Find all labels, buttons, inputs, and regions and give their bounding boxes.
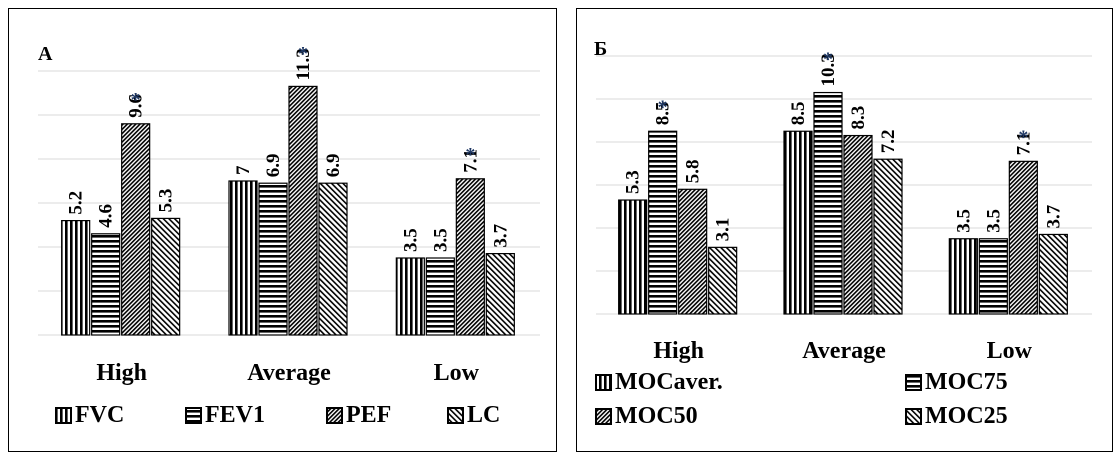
b-value-label-high-moc75: 8.5 — [653, 102, 674, 126]
b-bar-average-moc75 — [813, 91, 843, 315]
b-bar-high-moc75 — [648, 130, 678, 315]
b-legend-label-moc75: MOC75 — [925, 369, 1008, 395]
b-bar-average-moc25 — [873, 158, 903, 315]
a-significance-star-high-pef: * — [131, 89, 141, 111]
a-value-label-high-fvc: 5.2 — [66, 191, 87, 215]
b-bar-low-mocaver — [948, 238, 978, 315]
a-value-label-average-lc: 6.9 — [323, 153, 344, 177]
a-bar-high-pef — [121, 123, 151, 336]
a-legend-label-lc: LC — [467, 402, 500, 428]
a-panel-letter: A — [38, 43, 53, 65]
a-bar-high-fev1 — [91, 233, 121, 336]
b-bar-high-mocaver — [618, 199, 648, 315]
b-significance-star-average-moc75: * — [823, 48, 833, 70]
b-value-label-average-mocaver: 8.5 — [788, 102, 809, 126]
b-legend-swatch-moc75 — [905, 374, 922, 391]
b-category-label-average: Average — [802, 338, 886, 364]
b-bar-low-moc50 — [1008, 160, 1038, 315]
b-significance-star-high-moc75: * — [658, 97, 668, 119]
b-bar-high-moc50 — [678, 188, 708, 315]
a-bar-average-fev1 — [258, 182, 288, 336]
a-legend-swatch-pef — [326, 407, 343, 424]
b-bar-high-moc25 — [708, 246, 738, 315]
b-value-label-high-moc50: 5.8 — [683, 160, 704, 184]
a-value-label-high-fev1: 4.6 — [96, 204, 117, 228]
b-legend-label-moc50: MOC50 — [615, 403, 698, 429]
b-bar-low-moc25 — [1038, 233, 1068, 315]
b-value-label-low-moc25: 3.7 — [1043, 204, 1064, 228]
a-significance-star-average-pef: * — [298, 43, 308, 65]
a-legend-swatch-lc — [447, 407, 464, 424]
a-value-label-average-pef: 11.3 — [293, 48, 314, 80]
b-legend-swatch-mocaver — [595, 374, 612, 391]
b-value-label-low-moc75: 3.5 — [983, 209, 1004, 233]
a-value-label-low-fev1: 3.5 — [430, 228, 451, 252]
b-value-label-low-moc50: 7.1 — [1013, 132, 1034, 156]
panel-b: Б 5.3 8.5 * 5.8 3.1 High 8.5 10.3 * 8.3 7.2 Average 3… — [574, 0, 1115, 452]
b-bar-low-moc75 — [978, 238, 1008, 315]
a-category-label-average: Average — [247, 360, 331, 386]
b-significance-star-low-moc50: * — [1018, 127, 1028, 149]
a-bar-low-pef — [455, 178, 485, 336]
a-value-label-low-lc: 3.7 — [490, 223, 511, 247]
a-value-label-high-lc: 5.3 — [156, 189, 177, 213]
a-bar-average-lc — [318, 182, 348, 336]
a-legend-swatch-fev1 — [185, 407, 202, 424]
a-value-label-low-fvc: 3.5 — [400, 228, 421, 252]
b-value-label-average-moc50: 8.3 — [848, 106, 869, 130]
a-value-label-average-fvc: 7 — [233, 165, 254, 175]
b-bar-average-moc50 — [843, 134, 873, 315]
b-panel-letter: Б — [594, 38, 607, 60]
a-bar-high-lc — [151, 217, 181, 336]
b-bar-average-mocaver — [783, 130, 813, 315]
a-legend-label-fev1: FEV1 — [205, 402, 265, 428]
b-legend-label-mocaver: MOCaver. — [615, 369, 723, 395]
b-category-label-low: Low — [987, 338, 1033, 364]
a-value-label-average-fev1: 6.9 — [263, 153, 284, 177]
a-legend-swatch-fvc — [55, 407, 72, 424]
b-legend-swatch-moc25 — [905, 408, 922, 425]
panel-b-chart: Б5.38.5*5.83.1High8.510.3*8.37.2Average3… — [594, 38, 1092, 429]
b-legend-swatch-moc50 — [595, 408, 612, 425]
a-bar-average-pef — [288, 85, 318, 336]
b-category-label-high: High — [653, 338, 704, 364]
b-value-label-high-mocaver: 5.3 — [623, 170, 644, 194]
a-bar-high-fvc — [61, 220, 91, 336]
a-legend-label-fvc: FVC — [75, 402, 124, 428]
a-bar-low-fvc — [395, 257, 425, 336]
b-value-label-average-moc25: 7.2 — [878, 129, 899, 153]
panel-a: A 5.2 4.6 9.6 * 5.3 High 7 6.9 11.3 * 6.9 Average 3.5… — [8, 8, 557, 452]
a-bar-low-lc — [485, 253, 515, 336]
b-legend-label-moc25: MOC25 — [925, 403, 1008, 429]
a-value-label-high-pef: 9.6 — [126, 94, 147, 118]
a-value-label-low-pef: 7.1 — [460, 149, 481, 173]
a-category-label-high: High — [96, 360, 147, 386]
a-significance-star-low-pef: * — [465, 144, 475, 166]
b-value-label-high-moc25: 3.1 — [713, 218, 734, 242]
b-value-label-low-mocaver: 3.5 — [953, 209, 974, 233]
a-bar-average-fvc — [228, 180, 258, 336]
a-category-label-low: Low — [434, 360, 480, 386]
b-value-label-average-moc75: 10.3 — [818, 53, 839, 86]
a-legend-label-pef: PEF — [346, 402, 391, 428]
a-bar-low-fev1 — [425, 257, 455, 336]
